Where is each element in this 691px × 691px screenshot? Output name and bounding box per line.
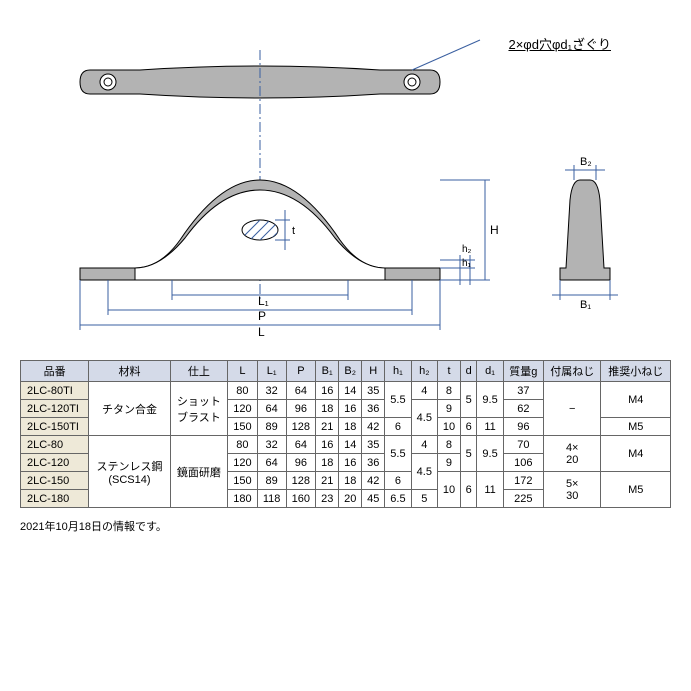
col-header: d xyxy=(461,361,477,382)
dim-L1: L₁ xyxy=(258,294,269,308)
col-header: t xyxy=(437,361,460,382)
col-header: L xyxy=(228,361,258,382)
col-header: H xyxy=(362,361,385,382)
col-header: 仕上 xyxy=(170,361,227,382)
col-header: 材料 xyxy=(89,361,170,382)
col-header: d₁ xyxy=(477,361,503,382)
col-header: h₂ xyxy=(411,361,437,382)
dim-H: H xyxy=(490,223,499,237)
col-header: h₁ xyxy=(385,361,411,382)
col-header: P xyxy=(286,361,316,382)
hole-annotation-text: 2×φd穴φd₁ざぐり xyxy=(508,34,611,53)
col-header: 推奨小ねじ xyxy=(601,361,671,382)
technical-drawing: 2×φd穴φd₁ざぐり xyxy=(20,20,671,340)
col-header: L₁ xyxy=(257,361,286,382)
col-header: 品番 xyxy=(21,361,89,382)
col-header: 付属ねじ xyxy=(543,361,600,382)
spec-table: 品番材料仕上LL₁PB₁B₂Hh₁h₂tdd₁質量g付属ねじ推奨小ねじ 2LC-… xyxy=(20,360,671,508)
dim-B2: B₂ xyxy=(580,156,592,168)
col-header: B₂ xyxy=(339,361,362,382)
dim-L: L xyxy=(258,325,265,339)
dim-t: t xyxy=(292,225,295,237)
dim-P: P xyxy=(258,309,266,323)
dim-h2: h₂ xyxy=(462,244,472,255)
col-header: 質量g xyxy=(503,361,543,382)
dim-h1: h₁ xyxy=(462,258,472,269)
footer-note: 2021年10月18日の情報です。 xyxy=(20,518,671,534)
col-header: B₁ xyxy=(316,361,339,382)
drawing-svg: L₁ P L H h₂ h₁ t B₂ B₁ xyxy=(20,20,671,340)
dim-B1: B₁ xyxy=(580,299,591,311)
